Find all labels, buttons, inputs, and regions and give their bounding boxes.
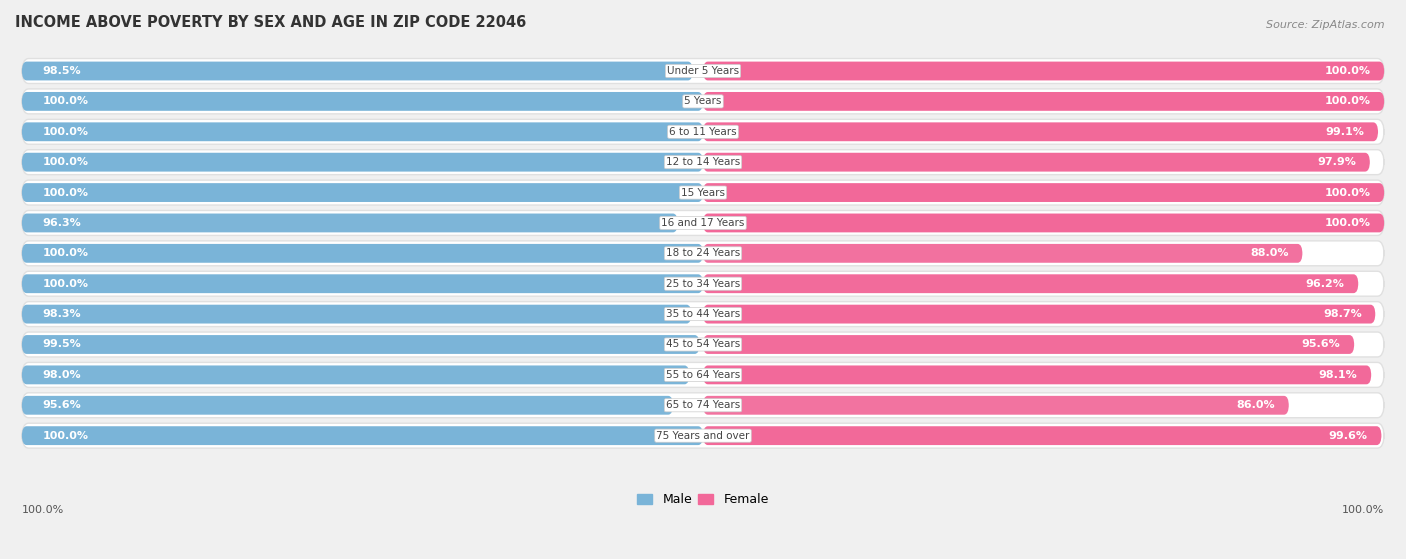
FancyBboxPatch shape <box>22 423 1384 448</box>
Text: 100.0%: 100.0% <box>1341 505 1384 515</box>
Text: 98.1%: 98.1% <box>1319 370 1358 380</box>
Text: 100.0%: 100.0% <box>1324 188 1371 197</box>
Text: 100.0%: 100.0% <box>1324 96 1371 106</box>
Text: 75 Years and over: 75 Years and over <box>657 430 749 440</box>
Text: 100.0%: 100.0% <box>42 127 89 137</box>
Text: 15 Years: 15 Years <box>681 188 725 197</box>
FancyBboxPatch shape <box>22 366 689 384</box>
Text: 100.0%: 100.0% <box>42 248 89 258</box>
Text: 55 to 64 Years: 55 to 64 Years <box>666 370 740 380</box>
FancyBboxPatch shape <box>22 89 1384 114</box>
FancyBboxPatch shape <box>22 180 1384 205</box>
Text: 35 to 44 Years: 35 to 44 Years <box>666 309 740 319</box>
Text: 12 to 14 Years: 12 to 14 Years <box>666 157 740 167</box>
Text: 65 to 74 Years: 65 to 74 Years <box>666 400 740 410</box>
Text: 6 to 11 Years: 6 to 11 Years <box>669 127 737 137</box>
Text: 100.0%: 100.0% <box>42 188 89 197</box>
Text: 100.0%: 100.0% <box>42 96 89 106</box>
FancyBboxPatch shape <box>22 122 703 141</box>
Text: 98.7%: 98.7% <box>1323 309 1361 319</box>
Text: Source: ZipAtlas.com: Source: ZipAtlas.com <box>1267 20 1385 30</box>
FancyBboxPatch shape <box>703 183 1384 202</box>
FancyBboxPatch shape <box>22 211 1384 235</box>
Text: 88.0%: 88.0% <box>1250 248 1289 258</box>
Text: 98.0%: 98.0% <box>42 370 82 380</box>
FancyBboxPatch shape <box>703 396 1289 415</box>
FancyBboxPatch shape <box>703 427 1382 445</box>
Text: 100.0%: 100.0% <box>42 430 89 440</box>
Text: 100.0%: 100.0% <box>1324 218 1371 228</box>
Text: 100.0%: 100.0% <box>1324 66 1371 76</box>
FancyBboxPatch shape <box>22 150 1384 174</box>
Text: 18 to 24 Years: 18 to 24 Years <box>666 248 740 258</box>
FancyBboxPatch shape <box>22 214 678 233</box>
Text: 45 to 54 Years: 45 to 54 Years <box>666 339 740 349</box>
Text: Under 5 Years: Under 5 Years <box>666 66 740 76</box>
Text: 100.0%: 100.0% <box>42 279 89 289</box>
FancyBboxPatch shape <box>22 302 1384 326</box>
FancyBboxPatch shape <box>22 183 703 202</box>
Text: 5 Years: 5 Years <box>685 96 721 106</box>
Text: 100.0%: 100.0% <box>42 157 89 167</box>
Text: INCOME ABOVE POVERTY BY SEX AND AGE IN ZIP CODE 22046: INCOME ABOVE POVERTY BY SEX AND AGE IN Z… <box>15 15 526 30</box>
Text: 25 to 34 Years: 25 to 34 Years <box>666 279 740 289</box>
FancyBboxPatch shape <box>703 61 1384 80</box>
Text: 86.0%: 86.0% <box>1236 400 1275 410</box>
Text: 95.6%: 95.6% <box>1302 339 1340 349</box>
FancyBboxPatch shape <box>703 274 1358 293</box>
FancyBboxPatch shape <box>22 119 1384 144</box>
FancyBboxPatch shape <box>22 427 703 445</box>
FancyBboxPatch shape <box>22 241 1384 266</box>
FancyBboxPatch shape <box>22 59 1384 83</box>
FancyBboxPatch shape <box>22 396 673 415</box>
FancyBboxPatch shape <box>703 153 1369 172</box>
FancyBboxPatch shape <box>22 244 703 263</box>
FancyBboxPatch shape <box>703 92 1384 111</box>
FancyBboxPatch shape <box>703 366 1371 384</box>
FancyBboxPatch shape <box>703 214 1384 233</box>
FancyBboxPatch shape <box>22 153 703 172</box>
FancyBboxPatch shape <box>22 274 703 293</box>
FancyBboxPatch shape <box>22 393 1384 418</box>
FancyBboxPatch shape <box>22 92 703 111</box>
Text: 96.2%: 96.2% <box>1306 279 1344 289</box>
FancyBboxPatch shape <box>703 244 1302 263</box>
FancyBboxPatch shape <box>703 335 1354 354</box>
FancyBboxPatch shape <box>22 332 1384 357</box>
FancyBboxPatch shape <box>22 61 693 80</box>
FancyBboxPatch shape <box>22 335 700 354</box>
Text: 99.1%: 99.1% <box>1326 127 1364 137</box>
Text: 97.9%: 97.9% <box>1317 157 1357 167</box>
Text: 95.6%: 95.6% <box>42 400 82 410</box>
Text: 99.5%: 99.5% <box>42 339 82 349</box>
Legend: Male, Female: Male, Female <box>633 488 773 511</box>
Text: 99.6%: 99.6% <box>1329 430 1368 440</box>
FancyBboxPatch shape <box>22 305 692 324</box>
Text: 98.5%: 98.5% <box>42 66 82 76</box>
FancyBboxPatch shape <box>22 362 1384 387</box>
Text: 16 and 17 Years: 16 and 17 Years <box>661 218 745 228</box>
Text: 98.3%: 98.3% <box>42 309 82 319</box>
Text: 100.0%: 100.0% <box>22 505 65 515</box>
Text: 96.3%: 96.3% <box>42 218 82 228</box>
FancyBboxPatch shape <box>703 305 1375 324</box>
FancyBboxPatch shape <box>703 122 1378 141</box>
FancyBboxPatch shape <box>22 271 1384 296</box>
